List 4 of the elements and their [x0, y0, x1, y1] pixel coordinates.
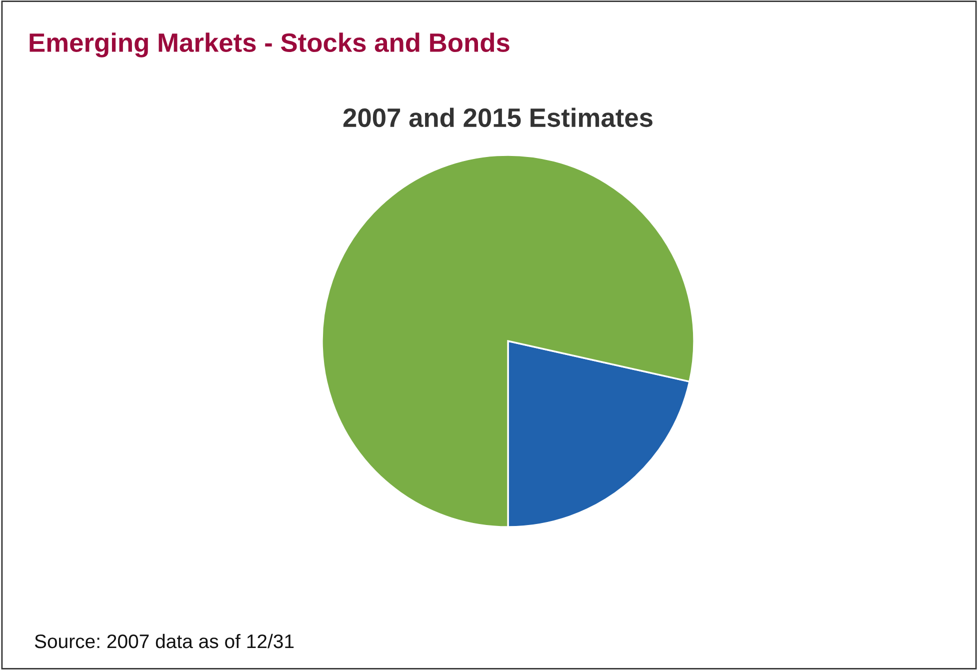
chart-subtitle: 2007 and 2015 Estimates — [343, 108, 652, 128]
chart-title: Emerging Markets - Stocks and Bonds — [30, 32, 510, 58]
source-note: Source: 2007 data as of 12/31 — [34, 634, 294, 648]
pie-slice — [321, 154, 695, 528]
